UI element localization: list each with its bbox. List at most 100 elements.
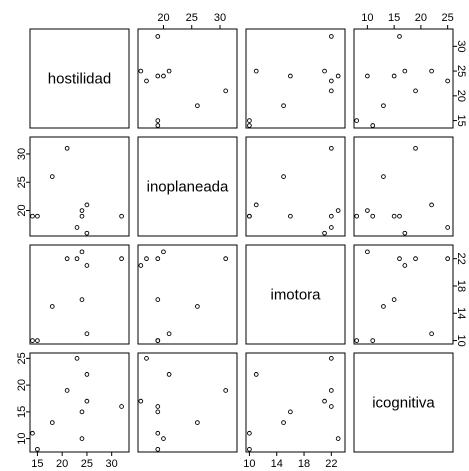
data-point: [144, 256, 149, 262]
x-tick-label-icognitiva: 20: [415, 12, 427, 24]
panel-hostilidad-vs-imotora: [245, 28, 346, 129]
x-tick-label-hostilidad: 20: [56, 458, 68, 470]
data-point: [253, 372, 259, 377]
data-point: [354, 338, 360, 343]
data-point: [84, 230, 90, 236]
data-point: [155, 123, 161, 128]
y-tick-label-icognitiva: 25: [16, 352, 28, 364]
data-point: [84, 202, 90, 208]
data-point: [370, 338, 376, 343]
data-point: [328, 88, 334, 94]
data-point: [64, 145, 70, 151]
data-point: [155, 297, 161, 302]
data-point: [322, 68, 327, 74]
data-point: [328, 145, 334, 151]
panel-icognitiva-vs-icognitiva: [353, 352, 454, 453]
data-point: [161, 436, 166, 441]
data-point: [79, 208, 85, 213]
data-point: [365, 249, 370, 255]
y-tick-label-inoplaneada: 25: [16, 176, 28, 188]
data-point: [413, 88, 418, 94]
data-point: [328, 388, 334, 393]
data-point: [402, 68, 408, 74]
y-tick-label-inoplaneada: 20: [16, 204, 28, 216]
y-tick-label-inoplaneada: 30: [16, 148, 28, 160]
data-point: [223, 256, 229, 262]
panel-inoplaneada-vs-hostilidad: [29, 136, 130, 237]
data-point: [391, 73, 397, 79]
data-point: [247, 446, 252, 452]
panel-imotora-vs-icognitiva: [353, 244, 454, 345]
data-point: [195, 304, 200, 309]
data-point: [391, 297, 397, 302]
x-tick-label-inoplaneada: 25: [186, 12, 198, 24]
x-tick-label-inoplaneada: 30: [214, 12, 226, 24]
data-point: [79, 249, 85, 255]
data-point: [144, 356, 149, 361]
data-point: [138, 68, 144, 74]
data-point: [49, 174, 55, 179]
x-tick-label-hostilidad: 15: [31, 458, 43, 470]
y-tick-label-imotora: 18: [455, 280, 467, 292]
data-point: [155, 34, 161, 39]
data-point: [328, 213, 334, 219]
y-tick-label-imotora: 22: [455, 253, 467, 265]
data-point: [119, 404, 124, 409]
panel-inoplaneada-vs-icognitiva: [353, 136, 454, 237]
data-point: [155, 409, 161, 415]
data-point: [138, 263, 144, 268]
data-point: [119, 213, 124, 219]
data-point: [166, 372, 172, 377]
data-point: [247, 118, 252, 123]
data-point: [49, 420, 55, 425]
data-point: [35, 338, 40, 343]
data-point: [155, 404, 161, 409]
data-point: [288, 213, 293, 219]
diagonal-label-hostilidad: hostilidad: [48, 71, 111, 88]
panel-inoplaneada-vs-imotora: [245, 136, 346, 237]
data-point: [354, 213, 360, 219]
data-point: [84, 263, 90, 268]
y-tick-label-imotora: 10: [455, 334, 467, 346]
data-point: [429, 68, 434, 74]
panel-hostilidad-vs-hostilidad: [29, 28, 130, 129]
data-point: [247, 213, 252, 219]
data-point: [402, 263, 408, 268]
data-point: [84, 331, 90, 337]
data-point: [413, 145, 418, 151]
panel-icognitiva-vs-inoplaneada: [137, 352, 238, 453]
data-point: [397, 256, 402, 262]
panel-hostilidad-vs-icognitiva: [353, 28, 454, 129]
data-point: [429, 202, 434, 208]
data-point: [328, 78, 334, 84]
x-tick-label-icognitiva: 10: [361, 12, 373, 24]
panel-hostilidad-vs-inoplaneada: [137, 28, 238, 129]
x-tick-label-imotora: 10: [243, 458, 255, 470]
data-point: [166, 68, 172, 74]
x-tick-label-imotora: 22: [325, 458, 337, 470]
data-point: [155, 430, 161, 436]
data-point: [370, 213, 376, 219]
data-point: [30, 338, 35, 343]
data-point: [253, 68, 259, 74]
data-point: [281, 174, 286, 179]
data-point: [223, 88, 229, 94]
data-point: [253, 202, 259, 208]
data-point: [365, 208, 370, 213]
panel-inoplaneada-vs-inoplaneada: [137, 136, 238, 237]
diagonal-label-icognitiva: icognitiva: [372, 395, 435, 412]
y-tick-label-hostilidad: 15: [455, 114, 467, 126]
data-point: [288, 73, 293, 79]
data-point: [64, 256, 70, 262]
y-tick-label-hostilidad: 20: [455, 90, 467, 102]
data-point: [413, 256, 418, 262]
data-point: [281, 420, 286, 425]
data-point: [30, 213, 35, 219]
data-point: [74, 256, 80, 262]
data-point: [155, 446, 161, 452]
data-point: [354, 118, 360, 123]
data-point: [328, 404, 334, 409]
data-point: [288, 409, 293, 415]
data-point: [365, 73, 370, 79]
diagonal-label-imotora: imotora: [270, 287, 321, 304]
